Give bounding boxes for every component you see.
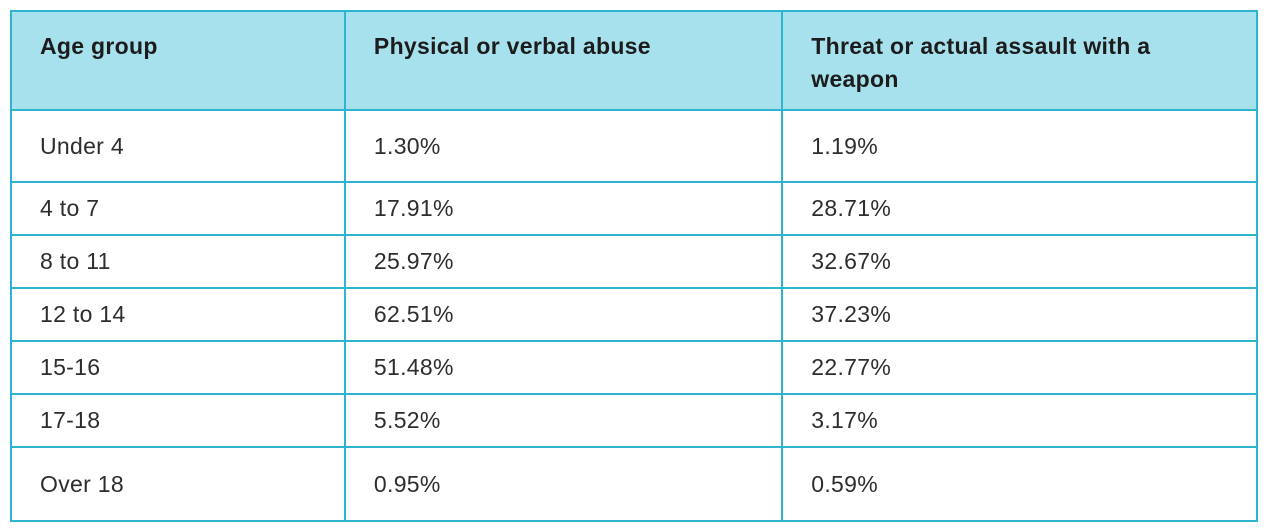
cell-age-group: 8 to 11 [10,234,346,290]
column-header-threat-assault-weapon: Threat or actual assault with a weapon [781,9,1258,112]
table-body: Under 4 1.30% 1.19% 4 to 7 17.91% 28.71%… [10,109,1258,523]
cell-threat-assault: 37.23% [781,287,1258,343]
cell-threat-assault: 3.17% [781,393,1258,449]
cell-age-group: 4 to 7 [10,181,346,237]
table-row: 4 to 7 17.91% 28.71% [10,181,1258,237]
cell-threat-assault: 22.77% [781,340,1258,396]
cell-age-group: Over 18 [10,446,346,523]
table-row: 17-18 5.52% 3.17% [10,393,1258,449]
cell-threat-assault: 1.19% [781,109,1258,184]
cell-physical-abuse: 62.51% [343,287,784,343]
cell-physical-abuse: 51.48% [343,340,784,396]
cell-threat-assault: 0.59% [781,446,1258,523]
cell-physical-abuse: 1.30% [343,109,784,184]
abuse-by-age-table-container: Age group Physical or verbal abuse Threa… [10,9,1258,523]
cell-age-group: Under 4 [10,109,346,184]
cell-age-group: 12 to 14 [10,287,346,343]
table-row: Over 18 0.95% 0.59% [10,446,1258,523]
cell-physical-abuse: 25.97% [343,234,784,290]
table-row: 15-16 51.48% 22.77% [10,340,1258,396]
column-header-physical-verbal-abuse: Physical or verbal abuse [343,9,784,112]
table-row: Under 4 1.30% 1.19% [10,109,1258,184]
cell-threat-assault: 28.71% [781,181,1258,237]
column-header-age-group: Age group [10,9,346,112]
cell-age-group: 15-16 [10,340,346,396]
cell-threat-assault: 32.67% [781,234,1258,290]
cell-age-group: 17-18 [10,393,346,449]
cell-physical-abuse: 0.95% [343,446,784,523]
cell-physical-abuse: 5.52% [343,393,784,449]
header-row: Age group Physical or verbal abuse Threa… [10,9,1258,112]
cell-physical-abuse: 17.91% [343,181,784,237]
table-row: 12 to 14 62.51% 37.23% [10,287,1258,343]
table-row: 8 to 11 25.97% 32.67% [10,234,1258,290]
abuse-by-age-table: Age group Physical or verbal abuse Threa… [10,9,1258,523]
table-header: Age group Physical or verbal abuse Threa… [10,9,1258,112]
